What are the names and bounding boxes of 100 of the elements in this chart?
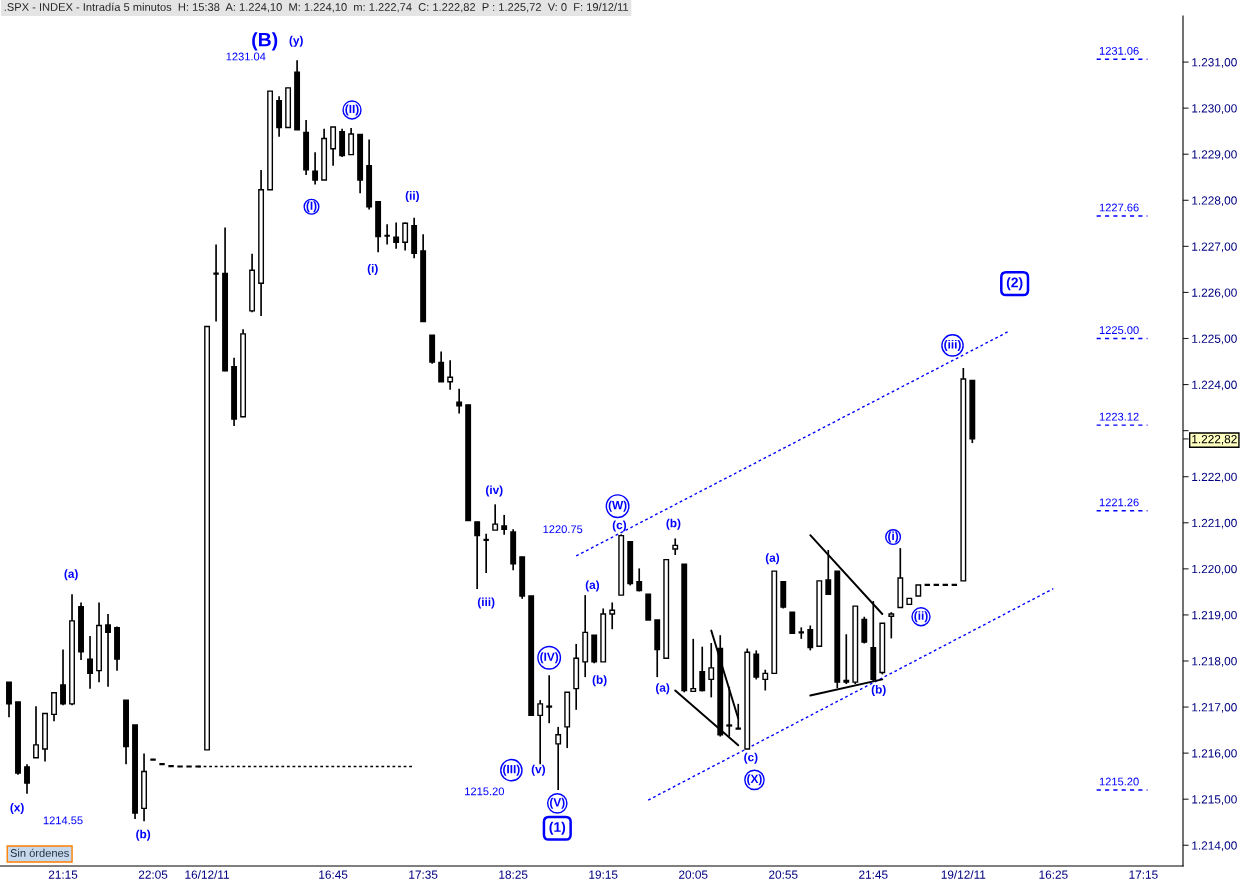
candlestick <box>312 151 319 186</box>
y-tick-label: 1.226,00 <box>1192 288 1237 299</box>
annotation: 1214.55 <box>43 816 83 825</box>
candlestick <box>447 359 454 391</box>
y-tick-label: 1.218,00 <box>1192 657 1237 667</box>
candlestick <box>546 674 553 725</box>
annotation: (ii) <box>914 611 928 623</box>
annotation: (a) <box>656 683 670 695</box>
x-tick-label: 22:05 <box>138 870 168 879</box>
candlestick <box>690 638 697 693</box>
candlestick <box>501 514 508 536</box>
candlestick <box>753 649 760 681</box>
candlestick <box>330 126 337 167</box>
annotation: (iii) <box>944 339 961 351</box>
x-tick-label: 19:15 <box>589 870 618 879</box>
annotation: (v) <box>531 764 546 776</box>
candlestick <box>393 221 400 250</box>
candlestick <box>843 633 850 685</box>
x-tick-label: 21:45 <box>859 870 888 879</box>
y-tick-label: 1.228,00 <box>1192 196 1237 207</box>
y-tick-label: 1.225,00 <box>1192 334 1237 345</box>
annotation: (III) <box>503 764 520 776</box>
x-tick-label: 20:05 <box>679 870 708 879</box>
candlestick <box>699 645 706 693</box>
y-tick-label: 1.214,00 <box>1192 841 1237 852</box>
x-tick-label: 16:45 <box>319 870 348 879</box>
candlestick <box>492 503 499 531</box>
ref-line-label: 1221.26 <box>1099 498 1139 507</box>
ref-line-label: 1231.06 <box>1099 46 1139 55</box>
candlestick <box>87 635 93 690</box>
annotation: (2) <box>1006 277 1023 291</box>
candlestick <box>6 681 12 719</box>
annotation: (I) <box>306 201 317 213</box>
annotation: 1231.04 <box>226 52 266 61</box>
annotation: (ii) <box>405 191 419 203</box>
x-tick-label: 19/12/11 <box>941 870 986 879</box>
y-tick-label: 1.215,00 <box>1192 795 1237 805</box>
annotation: (b) <box>871 684 886 696</box>
candlestick <box>456 387 463 415</box>
candlestick <box>537 699 544 766</box>
y-tick-label: 1.219,00 <box>1192 610 1237 621</box>
annotation: 1215.20 <box>465 787 505 796</box>
candlestick <box>807 624 814 652</box>
annotation: (y) <box>289 35 303 47</box>
annotation: (X) <box>747 774 762 786</box>
candlestick <box>60 648 66 707</box>
annotation: (V) <box>550 797 565 809</box>
annotation: 1220.75 <box>543 525 583 534</box>
annotation: (iii) <box>477 597 495 609</box>
annotation: (a) <box>765 553 780 565</box>
y-tick-label: 1.216,00 <box>1192 749 1237 759</box>
candlestick <box>825 549 832 596</box>
annotation: (a) <box>585 580 600 592</box>
candlestick <box>402 221 409 252</box>
candlestick <box>555 726 562 791</box>
x-tick-label: 21:15 <box>48 870 78 879</box>
y-tick-label: 1.231,00 <box>1192 58 1237 68</box>
annotation: (b) <box>592 675 607 687</box>
y-tick-label: 1.217,00 <box>1192 703 1237 713</box>
annotation: (i) <box>367 263 378 275</box>
ref-line-label: 1215.20 <box>1099 777 1139 786</box>
annotation: (b) <box>136 829 151 841</box>
candlestick <box>474 521 481 590</box>
annotation: (IV) <box>540 652 559 664</box>
candlestick <box>789 611 796 635</box>
annotation: (W) <box>608 500 627 512</box>
candlestick <box>51 691 57 723</box>
annotation: Sin órdenes <box>10 848 69 857</box>
annotation: (B) <box>252 32 278 51</box>
candlestick <box>438 350 445 383</box>
annotation: (1) <box>549 821 566 835</box>
y-tick-label: 1.222,00 <box>1192 472 1237 483</box>
annotation: (i) <box>888 531 899 543</box>
candlestick <box>708 642 715 699</box>
x-tick-label: 18:25 <box>499 870 528 879</box>
candlestick <box>861 615 868 645</box>
x-tick-label: 16/12/11 <box>185 870 230 879</box>
candlestick <box>888 611 895 640</box>
y-tick-label: 1.221,00 <box>1192 518 1237 529</box>
chart-title: .SPX - INDEX - Intradía 5 minutos H: 15:38 A: 1.224,10 M: 1.224,10 m: 1.222,74 C: 1.222,82 P : 1.225,72 V: 0 F: 19/12/11 <box>4 2 629 13</box>
candlestick <box>33 705 39 759</box>
candlestick <box>105 613 111 688</box>
y-tick-label: 1.230,00 <box>1192 104 1237 114</box>
candlestick <box>339 128 346 158</box>
y-tick-label: 1.227,00 <box>1192 242 1237 253</box>
x-tick-label: 17:35 <box>409 870 438 879</box>
x-tick-label: 16:25 <box>1039 870 1068 879</box>
annotation: (c) <box>612 520 627 532</box>
candlestick <box>609 601 616 631</box>
x-tick-label: 20:55 <box>769 870 798 879</box>
ref-line-label: 1225.00 <box>1099 326 1139 334</box>
annotation: (II) <box>345 104 359 116</box>
candlestick <box>762 668 769 692</box>
annotation: (c) <box>744 752 758 764</box>
y-tick-label: 1.224,00 <box>1192 380 1237 391</box>
y-tick-label: 1.229,00 <box>1192 150 1237 160</box>
x-tick-label: 17:15 <box>1129 870 1158 879</box>
y-tick-label: 1.220,00 <box>1192 564 1237 575</box>
candlestick <box>24 763 30 795</box>
annotation: (b) <box>666 518 681 530</box>
